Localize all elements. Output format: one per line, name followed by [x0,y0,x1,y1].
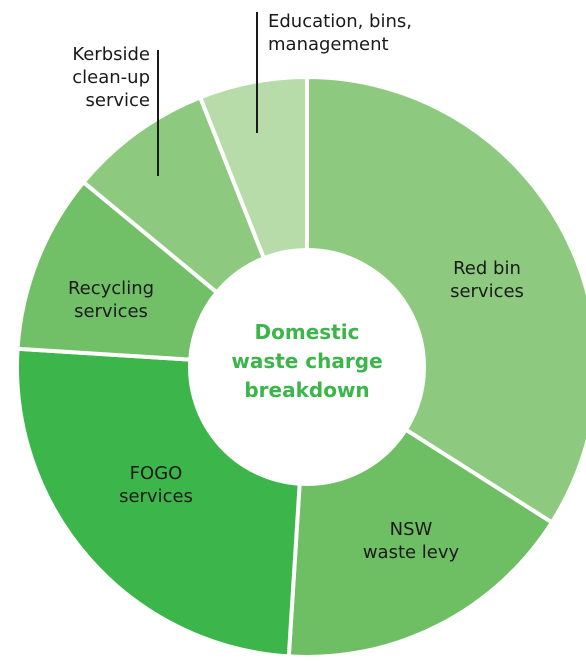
donut-segment [198,75,309,261]
donut-segment [286,427,554,659]
segment-label: Education, bins, management [268,11,412,55]
segment-label: Red bin services [450,258,524,302]
donut-segment [15,346,302,659]
segment-label: Kerbside clean-up service [72,44,150,111]
segment-label: Recycling services [67,278,155,322]
segment-label: NSW waste levy [362,519,460,563]
chart-title: Domestic waste charge breakdown [231,320,383,402]
segment-label: FOGO services [119,463,193,507]
donut-segment [305,75,586,525]
